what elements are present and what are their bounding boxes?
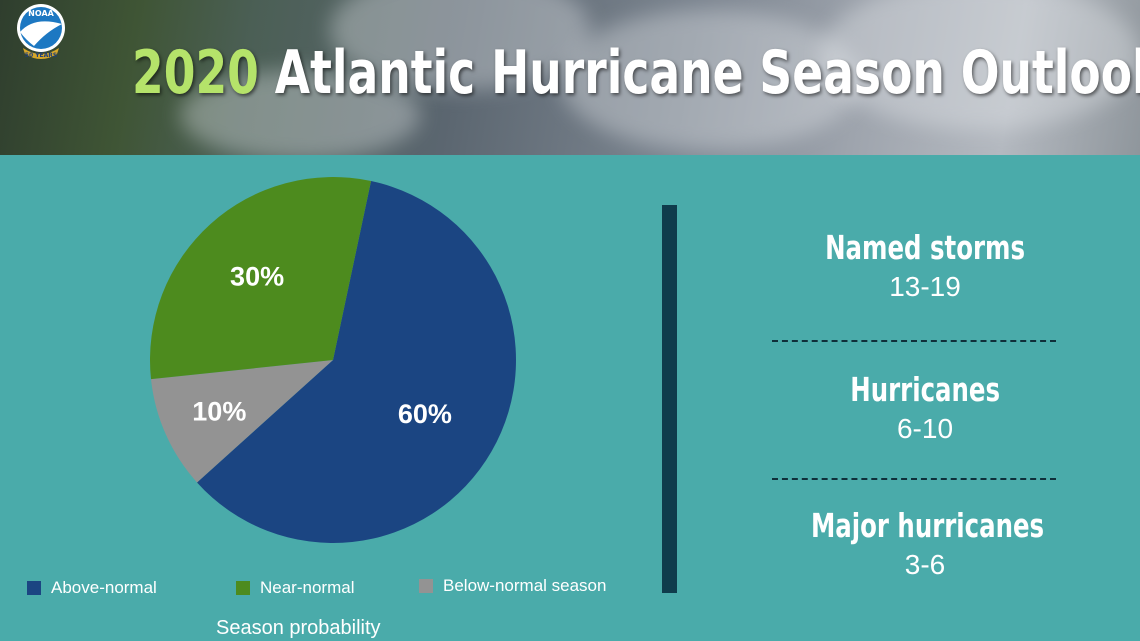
page-title: 2020 Atlantic Hurricane Season Outlook <box>132 28 1140 118</box>
pie-slice-label: 60% <box>398 399 452 429</box>
title-text: Atlantic Hurricane Season Outlook <box>274 38 1140 108</box>
cloud-texture <box>560 10 860 150</box>
legend-swatch <box>27 581 41 595</box>
cloud-texture <box>820 0 1140 130</box>
dashed-divider <box>772 478 1056 480</box>
pie-slice-below-normal-season <box>151 360 333 483</box>
pie-slice-above-normal <box>197 180 516 543</box>
pie-chart: 60% 10% 30% <box>150 177 516 543</box>
vertical-divider <box>662 205 677 593</box>
dashed-divider <box>772 340 1056 342</box>
logo-text: NOAA <box>28 9 54 18</box>
stat-hurricanes: Hurricanes 6-10 <box>770 368 1080 446</box>
noaa-logo-icon: NOAA 50 YEARS <box>17 4 65 59</box>
stat-value: 6-10 <box>896 413 954 444</box>
pie-slice-label: 30% <box>230 262 284 292</box>
logo-anniversary: 50 YEARS <box>25 52 57 59</box>
stat-name: Major hurricanes <box>810 506 1045 545</box>
stat-name: Named storms <box>825 228 1025 267</box>
cloud-texture <box>180 70 420 155</box>
stat-value: 13-19 <box>889 271 961 302</box>
chart-caption: Season probability <box>216 617 381 639</box>
legend-label: Below-normal season <box>443 576 607 595</box>
header-banner: NOAA 50 YEARS 2020 Atlantic Hurricane Se… <box>0 0 1140 155</box>
pie-slice-near-normal <box>150 177 372 380</box>
stat-name: Hurricanes <box>850 370 1000 409</box>
legend-swatch <box>236 581 250 595</box>
legend-swatch <box>419 579 433 593</box>
stat-named-storms: Named storms 13-19 <box>770 226 1080 304</box>
pie-slice-label: 10% <box>192 397 246 427</box>
legend-label: Near-normal <box>260 578 355 597</box>
legend-label: Above-normal <box>51 578 157 597</box>
stat-major-hurricanes: Major hurricanes 3-6 <box>770 504 1080 582</box>
title-year: 2020 <box>132 38 259 108</box>
stat-value: 3-6 <box>904 549 946 580</box>
